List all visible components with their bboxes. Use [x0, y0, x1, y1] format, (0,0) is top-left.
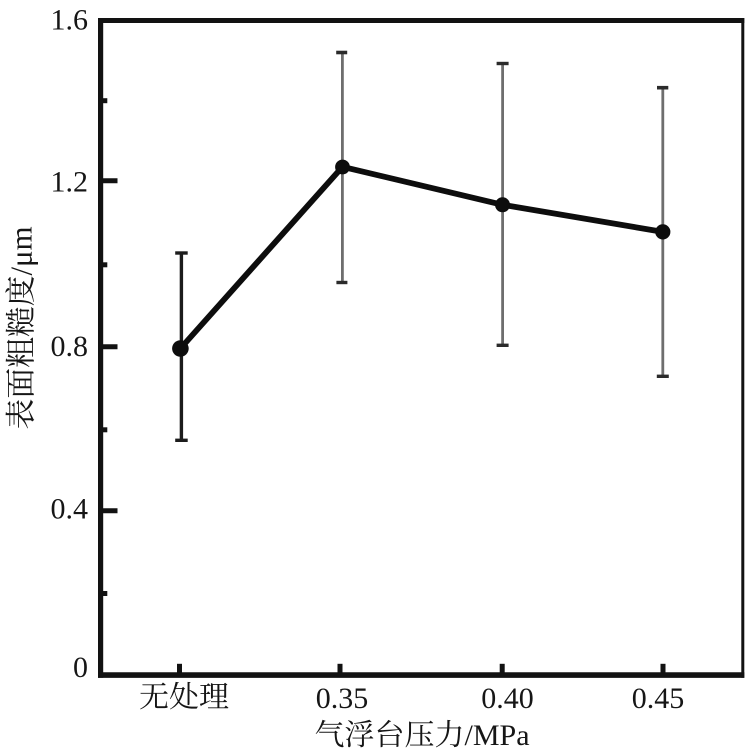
- svg-text:/μm: /μm: [5, 226, 39, 275]
- svg-text:0.45: 0.45: [632, 682, 685, 715]
- svg-text:0: 0: [73, 651, 88, 684]
- svg-text:1.2: 1.2: [51, 166, 89, 199]
- svg-text:0.8: 0.8: [51, 330, 89, 363]
- svg-text:/MPa: /MPa: [465, 719, 530, 752]
- svg-text:1.6: 1.6: [51, 4, 89, 37]
- svg-text:0.35: 0.35: [316, 682, 369, 715]
- svg-text:0.4: 0.4: [51, 492, 89, 525]
- svg-text:0.40: 0.40: [481, 682, 534, 715]
